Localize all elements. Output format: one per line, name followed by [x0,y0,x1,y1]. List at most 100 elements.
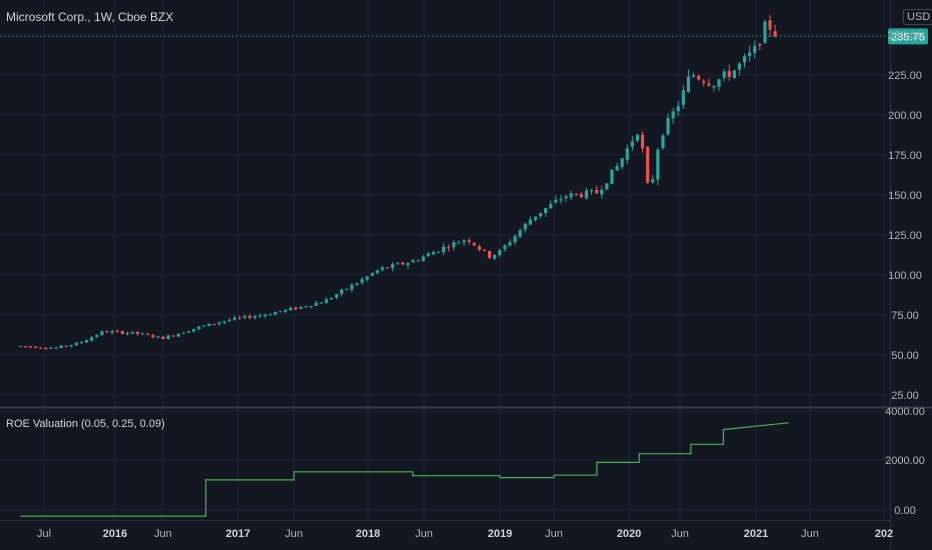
last-price-tag-bg [888,28,928,45]
candle-body [187,331,191,333]
candle-body [610,169,614,184]
candle-body [600,189,604,195]
candle-body [426,253,430,257]
candle-body [671,111,675,119]
x-tick-label: 2021 [744,528,768,540]
y-tick-label: 150.00 [888,190,922,202]
candle-body [18,346,22,348]
candle-body [758,43,762,46]
candle-body [28,346,33,348]
candle-body [697,75,701,80]
x-tick-label: Jun [545,528,563,540]
candle-body [192,328,196,332]
candle-body [589,190,594,192]
candle-body [136,331,140,334]
y-tick-label: 4000.00 [885,406,925,418]
candle-body [278,311,283,313]
candle-body [431,252,436,255]
indicator-label[interactable]: ROE Valuation (0.05, 0.25, 0.09) [6,418,165,430]
candle-body [549,203,553,209]
candle-body [197,326,201,329]
candle-body [125,333,130,335]
candle-body [238,317,242,319]
chart-title: Microsoft Corp., 1W, Cboe BZX [6,10,174,24]
candle-body [707,83,711,86]
y-tick-label: 2000.00 [885,455,925,467]
candle-body [457,242,461,244]
candle-body [584,190,589,199]
candle-body [727,71,731,77]
candle-body [79,342,84,344]
candle-body [406,263,410,266]
candle-body [513,235,517,243]
candle-body [350,284,354,290]
candle-body [498,249,502,256]
candle-body [544,208,548,214]
candle-body [44,348,48,350]
candle-body [64,345,68,347]
candle-body [23,346,28,348]
candle-body [620,158,624,167]
candle-body [248,316,252,319]
candle-body [258,315,262,317]
candle-body [176,333,181,337]
candle-body [625,148,629,160]
y-tick-label: 125.00 [888,230,922,242]
candle-body [105,331,109,333]
candle-body [411,260,415,263]
candle-body [391,264,395,269]
candle-body [691,75,696,77]
candle-body [712,85,716,88]
candle-body [732,70,736,79]
candle-body [380,267,385,270]
candle-body [579,194,583,198]
currency-badge[interactable]: USD [903,9,932,25]
candle-body [477,246,481,250]
candle-body [538,212,543,216]
candle-body [370,273,374,276]
candle-body [304,306,308,308]
candle-body [768,20,772,30]
last-price-tag[interactable]: 235.75 [888,28,928,45]
candle-body [753,46,757,53]
candle-body [605,183,609,190]
candle-body [355,283,359,286]
candle-body [666,117,670,135]
candle-body [39,347,43,349]
candle-body [243,315,247,318]
candle-body [171,335,175,337]
candle-body [110,331,114,333]
x-tick-label: Jun [154,528,172,540]
candle-body [49,347,53,349]
candle-body [421,256,425,262]
candle-body [74,342,79,346]
candle-body [340,289,344,294]
candle-body [401,262,405,265]
candle-body [737,63,742,70]
x-tick-label: 2018 [356,528,380,540]
candle-body [462,240,466,243]
candle-body [166,335,170,340]
candle-body [569,193,573,198]
candle-body [656,149,660,180]
x-tick-label: Jul [37,528,51,540]
candle-body [646,146,650,183]
candle-body [528,219,532,225]
candle-body [156,336,160,338]
candle-body [375,270,379,274]
candle-body [95,335,99,337]
candle-body [508,242,512,246]
y-tick-label: 50.00 [891,350,919,362]
candle-body [493,254,497,259]
candle-body [59,345,63,348]
candle-body [273,312,277,315]
candle-body [360,279,364,283]
candle-body [253,316,257,318]
x-tick-label: 2017 [226,528,250,540]
candle-body [442,246,446,252]
candle-body [319,302,323,304]
x-tick-label: 202 [875,528,893,540]
